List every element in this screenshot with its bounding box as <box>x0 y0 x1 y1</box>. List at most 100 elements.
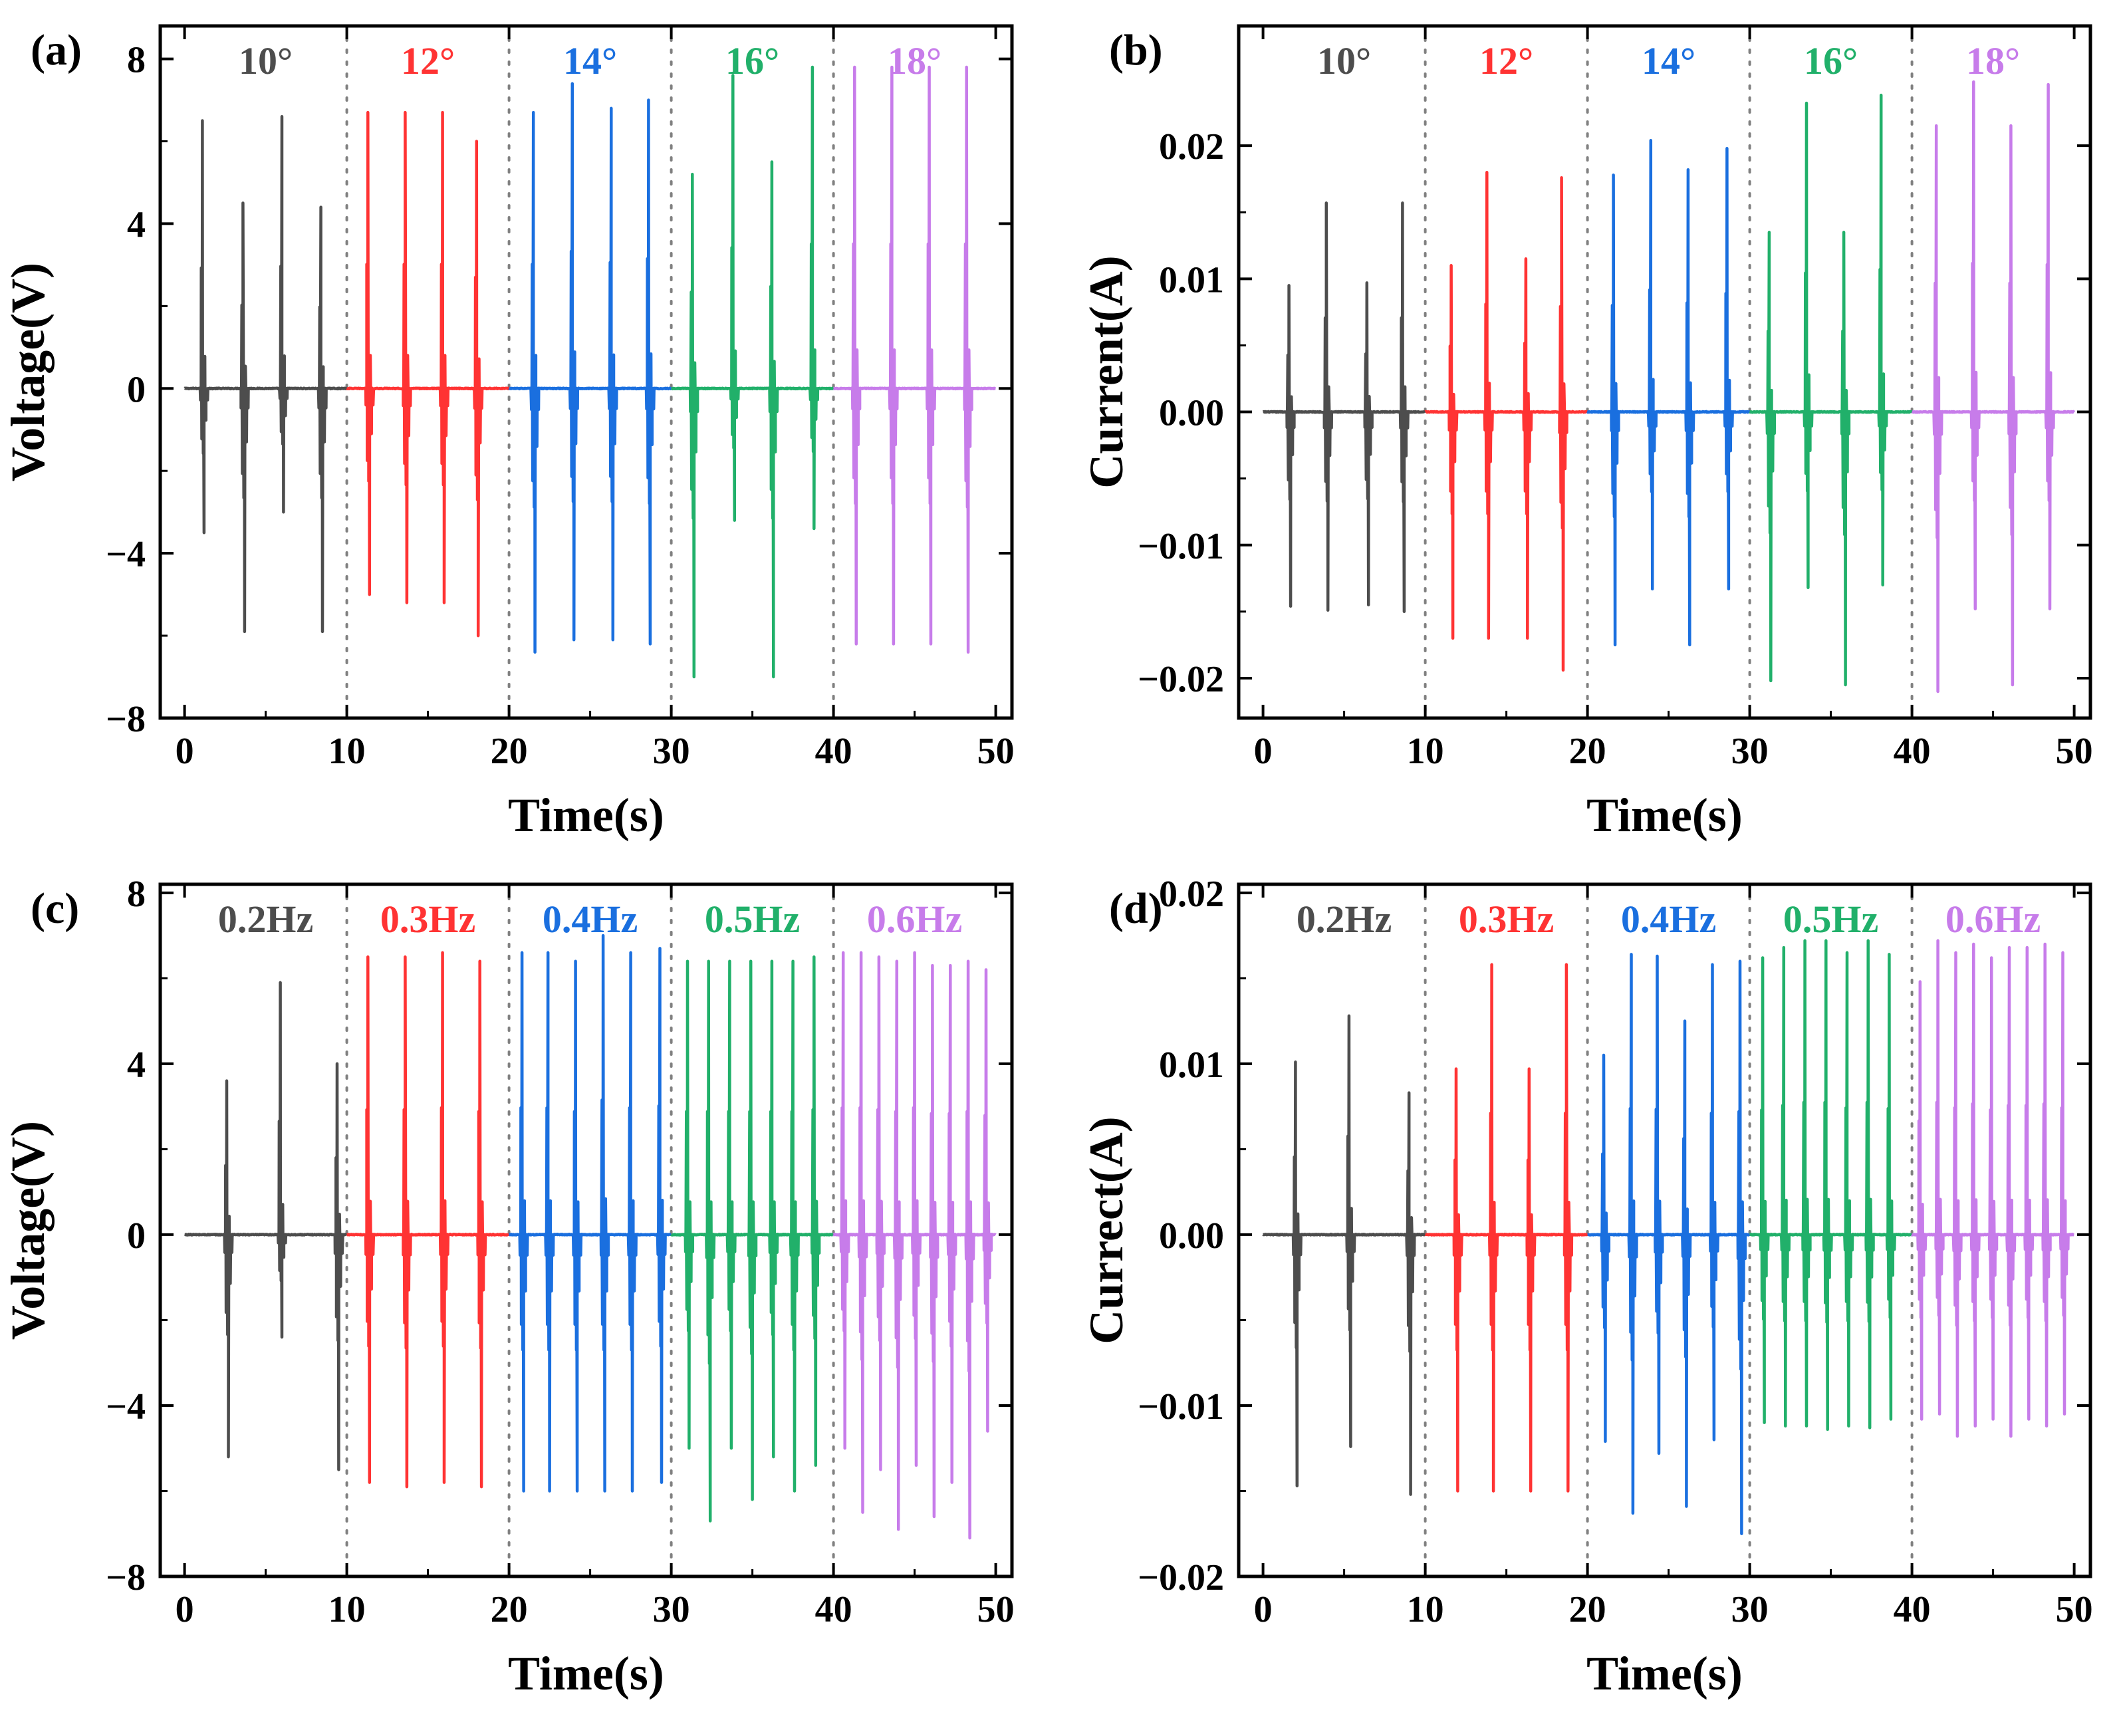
y-tick-label: −8 <box>106 699 146 740</box>
series-label: 18° <box>1966 39 2020 82</box>
y-tick-label: −8 <box>106 1557 146 1598</box>
x-tick-label: 50 <box>2056 1589 2093 1630</box>
panel-b: 10° 12° 14° 16° 18° 0 10 20 30 40 50 −0.02 −0.01 0.00… <box>1080 24 2093 842</box>
series-label: 0.2Hz <box>218 898 313 941</box>
y-tick-label: 0 <box>127 1215 146 1257</box>
series-line-4 <box>1749 93 1913 687</box>
series-line-5 <box>1911 80 2076 693</box>
x-axis-label: Time(s) <box>1586 789 1743 842</box>
series-line-2 <box>346 951 510 1489</box>
series-label: 0.5Hz <box>705 898 800 941</box>
x-tick-label: 10 <box>1407 731 1444 772</box>
x-axis-label: Time(s) <box>508 789 664 842</box>
series-line-3 <box>1586 138 1751 647</box>
y-tick-label: 0.01 <box>1159 259 1224 301</box>
x-tick-label: 30 <box>1731 731 1769 772</box>
y-tick-label: 0.00 <box>1159 1215 1224 1257</box>
x-tick-label: 10 <box>328 1589 366 1630</box>
y-axis-label: Current(A) <box>1080 255 1133 489</box>
series-label: 18° <box>888 39 941 82</box>
x-tick-label: 20 <box>491 1589 528 1630</box>
series-line-2 <box>1424 170 1588 672</box>
series-label: 14° <box>1642 39 1695 82</box>
y-tick-label: 8 <box>127 40 146 81</box>
series-label: 0.6Hz <box>1945 898 2041 941</box>
series-label: 10° <box>1317 39 1371 82</box>
plot-frame <box>1237 24 2092 720</box>
y-axis-label: Currect(A) <box>1080 1116 1133 1344</box>
y-tick-label: 4 <box>127 1045 146 1086</box>
series-label: 12° <box>401 39 455 82</box>
x-tick-label: 40 <box>815 731 852 772</box>
series-label: 16° <box>1804 39 1858 82</box>
x-axis-label: Time(s) <box>1586 1647 1743 1700</box>
series-label: 16° <box>725 39 779 82</box>
y-tick-label: −0.02 <box>1138 659 1224 700</box>
x-tick-label: 30 <box>653 731 690 772</box>
x-tick-label: 40 <box>815 1589 852 1630</box>
x-tick-label: 20 <box>1569 1589 1606 1630</box>
series-line-1 <box>1262 1014 1426 1496</box>
x-tick-label: 0 <box>1254 731 1273 772</box>
series-line-2 <box>346 110 510 638</box>
series-label: 0.2Hz <box>1297 898 1392 941</box>
x-tick-label: 0 <box>176 731 194 772</box>
x-tick-label: 40 <box>1894 731 1931 772</box>
panel-label: (b) <box>1109 26 1163 74</box>
x-tick-label: 0 <box>1254 1589 1273 1630</box>
x-tick-label: 30 <box>1731 1589 1769 1630</box>
x-tick-label: 20 <box>491 731 528 772</box>
series-label: 0.3Hz <box>380 898 475 941</box>
series-line-1 <box>1262 201 1427 614</box>
y-tick-label: 0 <box>127 369 146 410</box>
x-tick-label: 50 <box>977 1589 1015 1630</box>
series-label: 0.5Hz <box>1783 898 1878 941</box>
y-axis-label: Voltage(V) <box>1 1121 55 1340</box>
y-tick-label: 0.01 <box>1159 1045 1224 1086</box>
series-line-4 <box>1749 939 1913 1431</box>
x-tick-label: 0 <box>176 1589 194 1630</box>
plot-frame <box>158 882 1014 1578</box>
panel-a: 10° 12° 14° 16° 18° 0 10 20 30 40 50 −8 −4 0 4 8 Time(s)… <box>1 24 1015 842</box>
y-tick-label: −0.01 <box>1138 1386 1224 1427</box>
series-line-3 <box>508 933 672 1493</box>
x-tick-label: 50 <box>977 731 1015 772</box>
series-label: 0.4Hz <box>543 898 638 941</box>
y-tick-label: 0.00 <box>1159 393 1224 434</box>
series-label: 0.6Hz <box>867 898 962 941</box>
x-axis-label: Time(s) <box>508 1647 664 1700</box>
x-tick-label: 50 <box>2056 731 2093 772</box>
plot-frame <box>158 24 1014 720</box>
series-line-1 <box>184 115 348 634</box>
series-line-5 <box>1910 939 2075 1438</box>
series-label: 12° <box>1479 39 1533 82</box>
series-line-2 <box>1424 963 1588 1493</box>
x-tick-label: 10 <box>1407 1589 1444 1630</box>
y-tick-label: −0.01 <box>1138 526 1224 567</box>
series-line-3 <box>508 82 672 654</box>
y-axis-label: Voltage(V) <box>1 263 55 481</box>
series-label: 10° <box>239 39 293 82</box>
series-label: 14° <box>563 39 617 82</box>
x-tick-label: 30 <box>653 1589 690 1630</box>
series-label: 0.4Hz <box>1621 898 1716 941</box>
panel-label: (d) <box>1109 884 1163 933</box>
y-tick-label: 0.02 <box>1159 126 1224 168</box>
y-tick-label: 0.02 <box>1159 874 1224 915</box>
y-tick-label: −4 <box>106 1386 146 1427</box>
y-tick-label: −4 <box>106 534 146 575</box>
panel-d: 0.2Hz 0.3Hz 0.4Hz 0.5Hz 0.6Hz 0 10 20 30 40 50 −0.0… <box>1080 874 2093 1700</box>
x-tick-label: 40 <box>1894 1589 1931 1630</box>
series-line-4 <box>670 955 834 1523</box>
series-label: 0.3Hz <box>1459 898 1554 941</box>
y-tick-label: −0.02 <box>1138 1557 1224 1598</box>
series-line-4 <box>670 65 834 679</box>
x-tick-label: 10 <box>328 731 366 772</box>
series-line-5 <box>832 951 997 1540</box>
panel-label: (a) <box>31 26 82 74</box>
x-tick-label: 20 <box>1569 731 1606 772</box>
y-tick-label: 8 <box>127 874 146 915</box>
panel-label: (c) <box>31 884 79 933</box>
